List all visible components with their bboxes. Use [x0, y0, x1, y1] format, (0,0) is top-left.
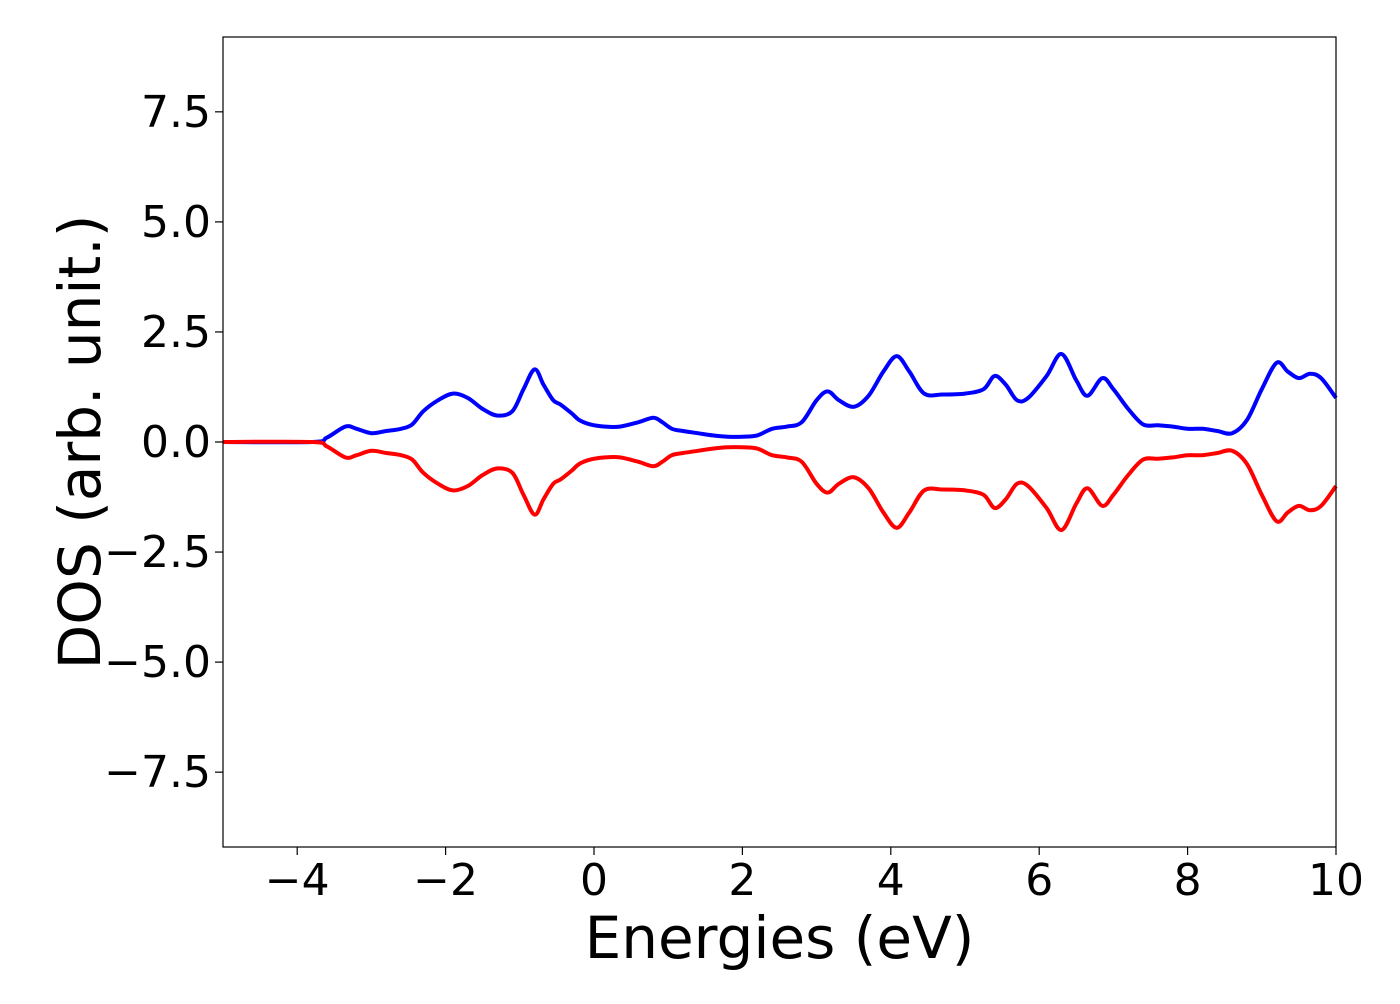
series-line-spin-down: [222, 439, 1338, 533]
y-axis-label: DOS (arb. unit.): [46, 215, 114, 670]
x-tick-label: 0: [580, 855, 608, 906]
y-tick-label: 0.0: [141, 417, 211, 468]
plot-frame: [222, 36, 1337, 848]
y-tick-label: −7.5: [104, 747, 211, 798]
x-ticks: −4 −2 0 2 4 6 8 10: [265, 847, 1364, 906]
y-tick-label: 5.0: [141, 197, 211, 248]
x-tick-label: 10: [1308, 855, 1364, 906]
x-axis-label: Energies (eV): [585, 904, 975, 972]
y-tick-label: 7.5: [141, 87, 211, 138]
y-ticks: 7.5 5.0 2.5 0.0 −2.5 −5.0 −7.5: [104, 87, 223, 798]
series-line-spin-up: [222, 351, 1338, 445]
x-tick-label: 8: [1174, 855, 1202, 906]
y-tick-label: −5.0: [104, 637, 211, 688]
x-tick-label: 6: [1025, 855, 1053, 906]
series-layer: [222, 351, 1338, 533]
y-tick-label: 2.5: [141, 307, 211, 358]
x-tick-label: −2: [413, 855, 478, 906]
x-tick-label: 2: [728, 855, 756, 906]
y-tick-label: −2.5: [104, 527, 211, 578]
x-tick-label: 4: [877, 855, 905, 906]
x-tick-label: −4: [265, 855, 330, 906]
